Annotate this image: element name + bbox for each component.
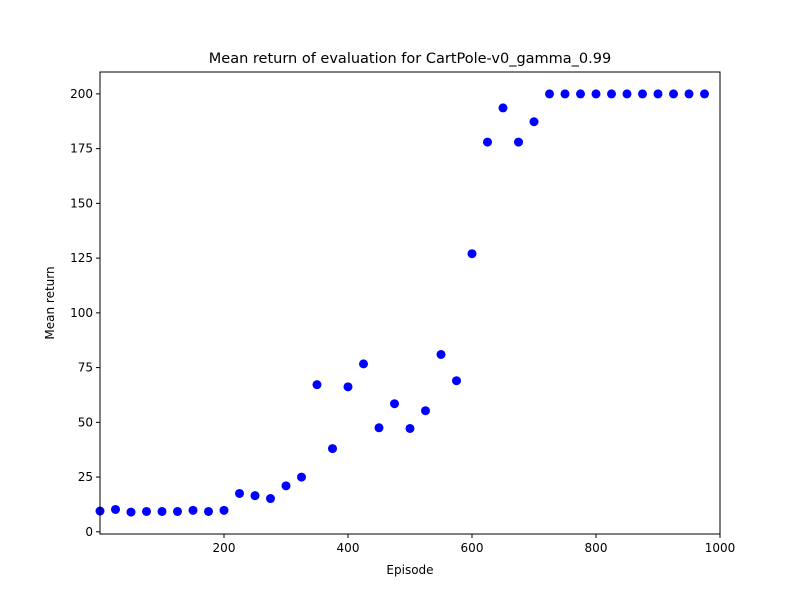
data-point — [498, 103, 508, 113]
data-point — [359, 359, 368, 369]
y-tick-label: 25 — [78, 470, 93, 484]
data-point — [421, 406, 430, 416]
data-point — [405, 423, 415, 433]
data-point — [452, 376, 461, 386]
data-point — [204, 506, 213, 516]
data-point — [157, 506, 167, 516]
data-point — [545, 89, 554, 99]
data-point — [529, 117, 539, 127]
data-point — [653, 89, 663, 99]
y-axis-label: Mean return — [43, 266, 57, 339]
y-tick-label: 150 — [70, 196, 93, 210]
y-tick-label: 75 — [78, 361, 93, 375]
data-point — [483, 137, 492, 147]
x-tick-label: 800 — [585, 541, 608, 555]
x-axis-label: Episode — [386, 563, 433, 577]
x-tick-label: 400 — [337, 541, 360, 555]
data-point — [266, 494, 275, 504]
data-point — [669, 89, 678, 99]
data-points — [95, 89, 709, 517]
data-point — [312, 380, 322, 390]
data-point — [235, 488, 244, 498]
x-axis-ticks: 200 400 600 800 1000 — [213, 534, 736, 555]
x-tick-label: 600 — [461, 541, 484, 555]
data-point — [281, 481, 291, 491]
data-point — [560, 89, 570, 99]
data-point — [343, 382, 353, 392]
y-axis-ticks: 0 25 50 75 100 125 150 175 200 — [70, 87, 100, 539]
y-tick-label: 125 — [70, 251, 93, 265]
data-point — [188, 505, 198, 515]
data-point — [684, 89, 694, 99]
data-point — [591, 89, 601, 99]
y-tick-label: 175 — [70, 142, 93, 156]
data-point — [607, 89, 616, 99]
data-point — [219, 505, 229, 515]
data-point — [328, 444, 337, 454]
data-point — [142, 506, 151, 516]
x-tick-label: 1000 — [705, 541, 736, 555]
x-tick-label: 200 — [213, 541, 236, 555]
data-point — [514, 137, 523, 147]
data-point — [638, 89, 647, 99]
data-point — [126, 507, 136, 517]
data-point — [374, 423, 384, 433]
data-point — [173, 506, 182, 516]
data-point — [700, 89, 709, 99]
y-tick-label: 200 — [70, 87, 93, 101]
data-point — [297, 472, 306, 482]
chart-title: Mean return of evaluation for CartPole-v… — [209, 51, 611, 67]
data-point — [576, 89, 585, 99]
data-point — [390, 399, 399, 409]
data-point — [436, 349, 446, 359]
y-tick-label: 100 — [70, 306, 93, 320]
y-tick-label: 50 — [78, 415, 93, 429]
data-point — [111, 504, 120, 514]
y-tick-label: 0 — [85, 525, 93, 539]
data-point — [250, 491, 260, 501]
data-point — [622, 89, 632, 99]
data-point — [467, 249, 477, 259]
plot-frame — [99, 71, 721, 535]
